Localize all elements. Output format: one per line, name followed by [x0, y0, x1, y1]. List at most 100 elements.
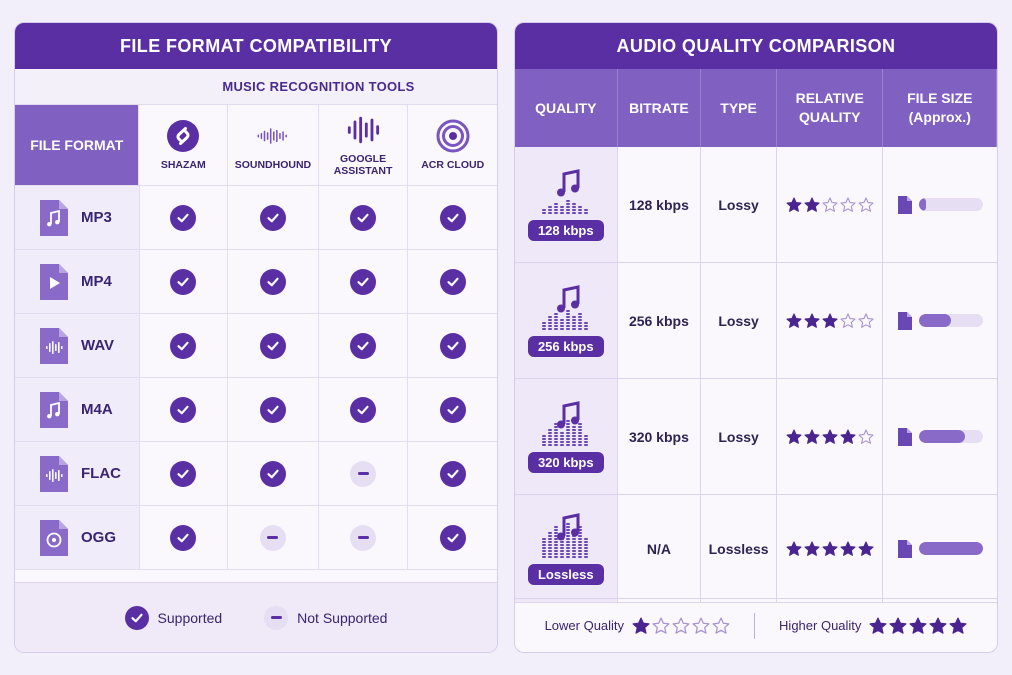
check-icon [170, 396, 197, 423]
support-cell [408, 506, 497, 569]
legend-label: Not Supported [297, 609, 388, 626]
legend-not-supported: Not Supported [264, 605, 388, 630]
tool-header-google-assistant: GOOGLE ASSISTANT [319, 105, 409, 185]
tools-subheader: MUSIC RECOGNITION TOOLS [15, 69, 497, 105]
shazam-logo-icon [166, 119, 200, 153]
legend-label: Lower Quality [544, 618, 625, 633]
music-note-quality-icon [541, 169, 588, 214]
star-rating [632, 617, 730, 635]
file-size-cell [883, 263, 997, 378]
check-icon [439, 524, 466, 551]
column-header-file-size: FILE SIZE (Approx.) [883, 69, 997, 147]
check-icon [259, 204, 286, 231]
legend-label: Supported [157, 609, 223, 626]
music-note-quality-icon [541, 401, 588, 446]
document-icon [898, 195, 913, 214]
format-cell: WAV [15, 314, 140, 377]
support-cell [228, 442, 319, 505]
type-value: Lossy [718, 312, 759, 329]
file-size-fill [919, 430, 966, 443]
support-cell [319, 506, 409, 569]
check-icon [439, 204, 466, 231]
relative-quality-cell [777, 495, 884, 602]
bitrate-cell: N/A [618, 495, 702, 602]
check-icon [259, 396, 286, 423]
support-cell [408, 378, 497, 441]
file-size-fill [919, 542, 984, 555]
quality-cell: Lossless [515, 495, 618, 602]
tool-header-shazam: SHAZAM [139, 105, 229, 185]
quality-legend: Lower Quality Higher Quality [515, 598, 997, 652]
bitrate-value: 256 kbps [628, 312, 689, 329]
star-filled-icon [786, 428, 802, 444]
table-row: FLAC [15, 442, 497, 506]
tool-name: SOUNDHOUND [234, 159, 312, 171]
star-empty-icon [672, 617, 690, 634]
support-cell [319, 250, 409, 313]
check-icon [350, 332, 377, 359]
dash-icon [350, 524, 377, 551]
star-filled-icon [786, 540, 802, 556]
support-cell [228, 378, 319, 441]
support-cell [140, 314, 229, 377]
file-size-cell [883, 379, 997, 494]
support-cell [408, 442, 497, 505]
table-header-row: QUALITY BITRATE TYPE RELATIVE QUALITY FI… [515, 69, 997, 147]
quality-badge: 128 kbps [527, 220, 604, 241]
type-value: Lossless [708, 540, 769, 557]
format-name: OGG [81, 529, 117, 546]
document-icon [898, 539, 913, 558]
column-header-relative-quality: RELATIVE QUALITY [777, 69, 884, 147]
star-filled-icon [822, 312, 838, 328]
check-icon [439, 460, 466, 487]
file-size-cell [883, 147, 997, 262]
file-size-indicator [897, 539, 984, 559]
music-note-quality-icon [541, 513, 588, 558]
relative-quality-cell [777, 263, 884, 378]
support-cell [140, 506, 229, 569]
file-size-indicator [897, 427, 984, 447]
format-name: WAV [81, 337, 115, 354]
type-cell: Lossy [701, 147, 777, 262]
compatibility-legend: Supported Not Supported [15, 582, 497, 652]
table-row: MP4 [15, 250, 497, 314]
star-empty-icon [692, 617, 710, 634]
tool-header-soundhound: SOUNDHOUND [228, 105, 319, 185]
support-cell [140, 442, 229, 505]
tool-name: ACR CLOUD [421, 159, 485, 171]
soundwave-icon [256, 119, 290, 153]
support-cell [408, 250, 497, 313]
support-cell [228, 250, 319, 313]
file-format-compatibility-panel: FILE FORMAT COMPATIBILITY MUSIC RECOGNIT… [14, 22, 498, 653]
column-header-bitrate: BITRATE [618, 69, 702, 147]
support-cell [408, 186, 497, 249]
panel-title: FILE FORMAT COMPATIBILITY [15, 23, 497, 69]
star-empty-icon [840, 196, 856, 212]
format-cell: MP3 [15, 186, 140, 249]
bitrate-value: 320 kbps [628, 428, 689, 445]
star-rating [869, 617, 967, 635]
relative-quality-cell [777, 379, 884, 494]
check-icon [259, 332, 286, 359]
legend-higher-quality: Higher Quality [779, 617, 967, 635]
music-file-icon [40, 199, 68, 236]
star-filled-icon [822, 540, 838, 556]
star-empty-icon [858, 312, 874, 328]
format-rows: MP3 MP4 WAV M4A FLAC OGG [15, 186, 497, 570]
type-cell: Lossy [701, 379, 777, 494]
support-cell [319, 314, 409, 377]
support-cell [319, 378, 409, 441]
table-row: M4A [15, 378, 497, 442]
star-rating [786, 428, 874, 445]
support-cell [228, 186, 319, 249]
star-filled-icon [909, 617, 927, 634]
star-filled-icon [889, 617, 907, 634]
type-value: Lossy [718, 196, 759, 213]
quality-cell: 256 kbps [515, 263, 618, 378]
star-filled-icon [804, 196, 820, 212]
support-cell [140, 250, 229, 313]
file-size-fill [919, 314, 952, 327]
quality-cell: 128 kbps [515, 147, 618, 262]
file-size-cell [883, 495, 997, 602]
format-name: M4A [81, 401, 113, 418]
